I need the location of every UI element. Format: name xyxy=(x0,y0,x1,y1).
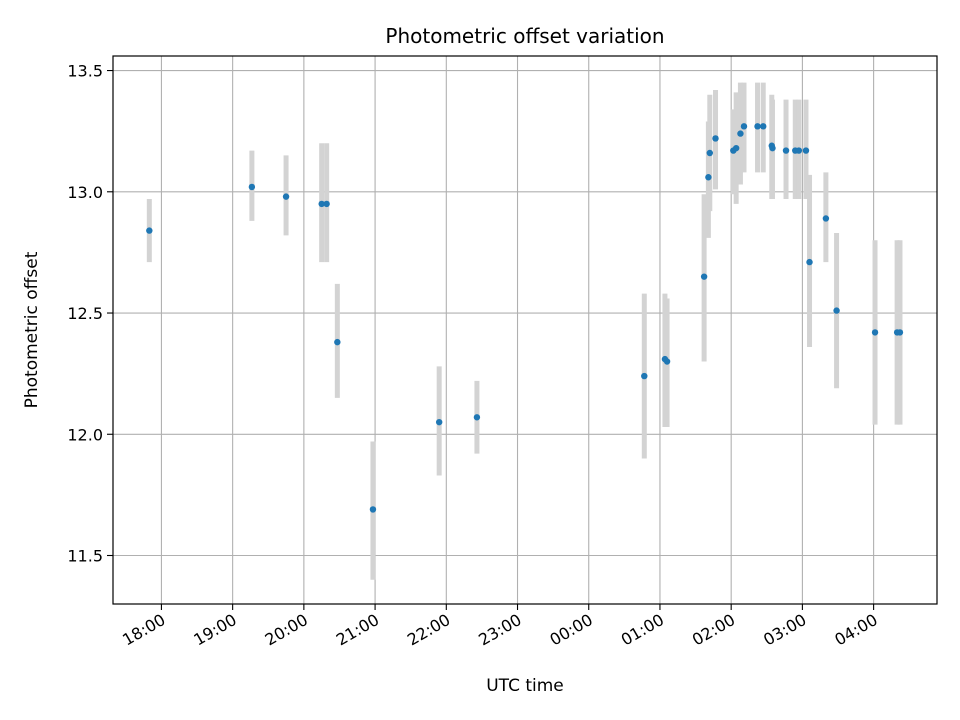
data-points xyxy=(146,123,904,513)
data-point xyxy=(663,358,671,365)
data-point xyxy=(833,307,840,314)
data-point xyxy=(795,147,803,154)
data-point xyxy=(806,258,813,266)
data-point xyxy=(732,144,740,152)
error-bars xyxy=(146,82,903,580)
data-point xyxy=(334,338,341,346)
data-point xyxy=(369,506,377,513)
y-tick-label: 11.5 xyxy=(67,547,103,566)
grid-lines xyxy=(113,56,937,604)
data-point xyxy=(318,200,325,208)
x-tick-label: 02:00 xyxy=(689,610,738,650)
y-tick-label: 13.5 xyxy=(67,62,103,81)
data-point xyxy=(737,130,744,137)
data-point xyxy=(700,273,708,280)
y-tick-label: 12.0 xyxy=(67,425,103,444)
x-tick-label: 18:00 xyxy=(119,610,168,650)
x-tick-label: 19:00 xyxy=(190,610,239,650)
x-tick-label: 22:00 xyxy=(404,610,453,650)
data-point xyxy=(802,147,810,154)
y-axis-ticks: 11.5 12.0 12.5 13.0 13.5 xyxy=(67,62,113,566)
x-tick-label: 21:00 xyxy=(333,610,382,650)
data-point xyxy=(896,329,904,336)
data-point xyxy=(435,418,443,426)
y-tick-label: 13.0 xyxy=(67,183,103,202)
data-point xyxy=(740,123,748,130)
x-tick-label: 00:00 xyxy=(547,610,596,650)
data-point xyxy=(146,227,153,234)
data-point xyxy=(712,135,719,142)
data-point xyxy=(248,183,256,191)
data-point xyxy=(782,147,790,154)
data-point xyxy=(705,174,712,181)
data-point xyxy=(282,193,290,200)
data-point xyxy=(871,329,879,336)
y-axis-title: Photometric offset xyxy=(22,251,42,408)
y-tick-label: 12.5 xyxy=(67,304,103,323)
data-point xyxy=(769,144,776,152)
data-point xyxy=(754,123,761,130)
data-point xyxy=(760,123,767,130)
x-tick-label: 03:00 xyxy=(760,610,809,650)
x-axis-ticks: 18:00 19:00 20:00 21:00 22:00 23:00 00:00 01:00… xyxy=(119,604,881,650)
data-point xyxy=(641,372,648,380)
data-point xyxy=(473,414,481,421)
plot-frame xyxy=(112,55,938,605)
x-axis-title: UTC time xyxy=(486,676,564,696)
x-tick-label: 23:00 xyxy=(475,610,524,650)
data-point xyxy=(822,215,830,222)
x-tick-label: 20:00 xyxy=(262,610,311,650)
x-tick-label: 04:00 xyxy=(831,610,880,650)
x-tick-label: 01:00 xyxy=(618,610,667,650)
data-point xyxy=(323,200,330,208)
chart-title: Photometric offset variation xyxy=(385,24,664,48)
data-point xyxy=(706,149,714,157)
